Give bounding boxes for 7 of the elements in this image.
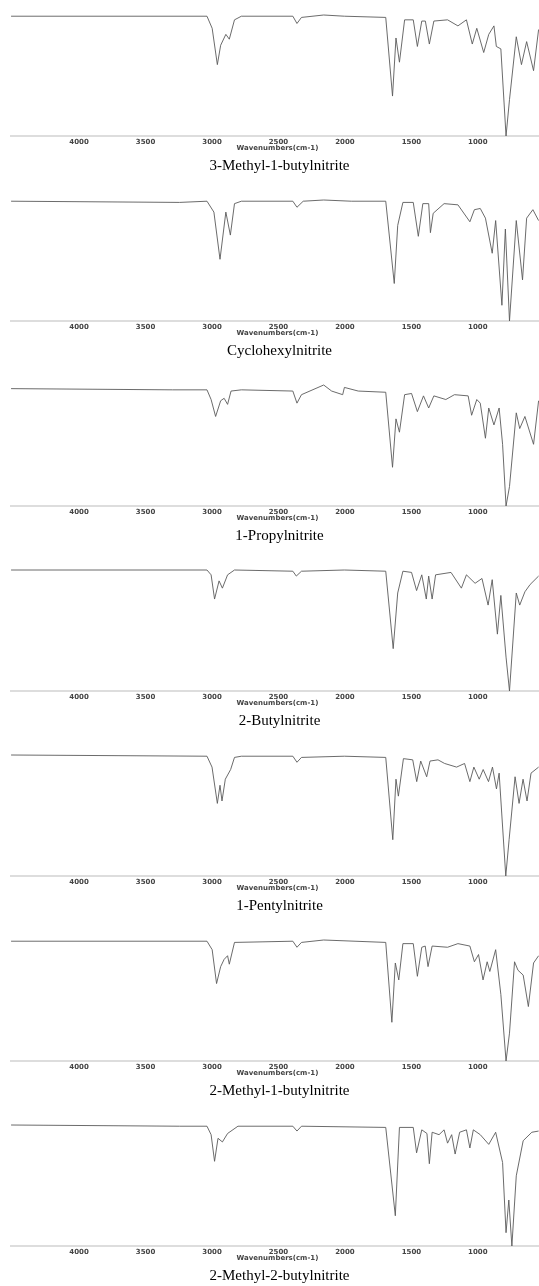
text: 2-Methyl-1-butylnitrite: [209, 1082, 350, 1098]
text: Cyclohexylnitrite: [227, 342, 333, 358]
text: 2-Butylnitrite: [238, 712, 321, 728]
text: 1-Propylnitrite: [235, 527, 324, 543]
text: 2-Methyl-2-butylnitrite: [209, 1267, 350, 1283]
text: 1-Pentylnitrite: [236, 897, 324, 913]
text: 3-Methyl-1-butylnitrite: [209, 157, 350, 173]
